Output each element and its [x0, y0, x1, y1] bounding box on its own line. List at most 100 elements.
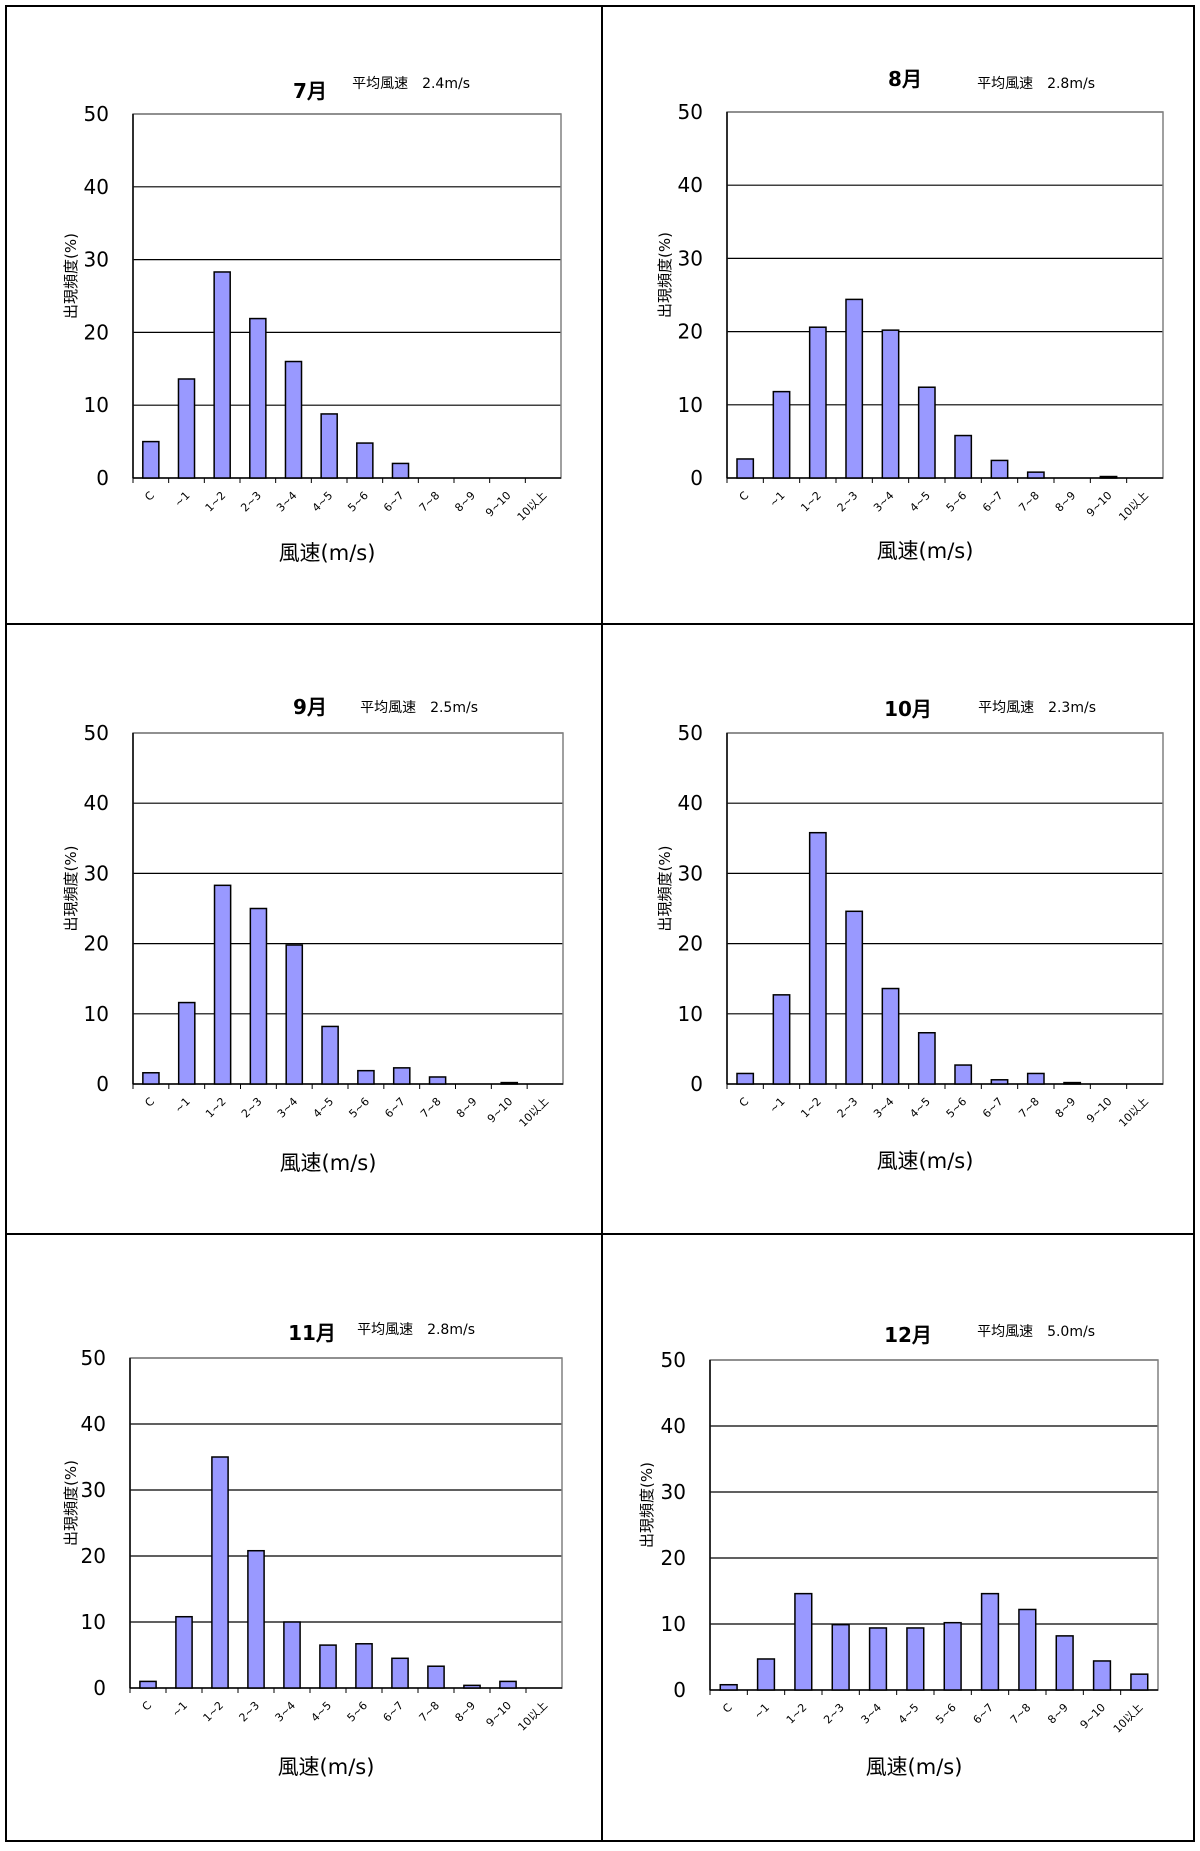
bar [428, 1076, 447, 1085]
chart-4: 10月 平均風速 2.3m/s 0 10 20 30 40 50 C ~1 1~2 2~3 3~4 4~5… [656, 697, 1164, 1173]
x-tick-label: 7~8 [1016, 489, 1042, 515]
chart-1: 7月 平均風速 2.4m/s 0 10 20 30 40 50 C ~1 1~2 2~3 3~4 4~5 5… [62, 76, 562, 565]
x-tick-label: 6~7 [381, 489, 407, 515]
bar [500, 1081, 519, 1085]
y-tick-label: 40 [678, 173, 703, 197]
bar [917, 1032, 936, 1085]
y-tick-label: 30 [678, 246, 703, 270]
x-tick-label: 10以上 [517, 1095, 552, 1130]
x-tick-label: 8~9 [1053, 1095, 1079, 1121]
chart-title: 8月 [888, 67, 922, 91]
x-tick-label: 7~8 [418, 1095, 444, 1121]
chart-subtitle: 平均風速 2.8m/s [977, 76, 1095, 92]
y-tick-label: 40 [81, 1412, 106, 1436]
x-tick-label: 7~8 [1008, 1701, 1034, 1727]
x-tick-label: C [142, 1095, 157, 1110]
bar [794, 1592, 813, 1691]
bar [499, 1680, 517, 1689]
y-tick-label: 0 [673, 1678, 686, 1702]
y-tick-label: 0 [690, 1072, 703, 1096]
x-axis-label: 風速(m/s) [877, 1149, 974, 1173]
bar [980, 1592, 1000, 1691]
bar [756, 1658, 776, 1691]
y-axis-label: 出現頻度(%) [656, 232, 674, 318]
x-tick-label: 10以上 [1111, 1701, 1146, 1736]
x-tick-label: 6~7 [381, 1699, 407, 1725]
bar [808, 831, 827, 1085]
bar [736, 1072, 755, 1085]
x-tick-label: 2~3 [835, 489, 861, 515]
bar [954, 434, 973, 479]
x-tick-label: 1~2 [201, 1699, 227, 1725]
bar [139, 1680, 157, 1689]
y-tick-label: 40 [661, 1414, 686, 1438]
plot-area [709, 1359, 1159, 1691]
y-tick-label: 30 [84, 861, 109, 885]
y-tick-label: 0 [93, 1676, 106, 1700]
x-tick-label: 9~10 [1078, 1701, 1109, 1732]
x-tick-label: 10以上 [1116, 1095, 1151, 1130]
x-tick-label: 7~8 [417, 489, 443, 515]
x-tick-label: 8~9 [452, 489, 478, 515]
y-tick-label: 0 [96, 1072, 109, 1096]
x-tick-label: 4~5 [907, 1095, 933, 1121]
x-tick-label: C [737, 1095, 752, 1110]
y-tick-label: 10 [84, 1002, 109, 1026]
x-tick-label: 4~5 [310, 489, 336, 515]
x-tick-label: ~1 [172, 489, 193, 510]
y-tick-label: 40 [84, 791, 109, 815]
y-tick-label: 50 [84, 102, 109, 126]
x-tick-label: 5~6 [345, 489, 371, 515]
x-tick-label: 2~3 [835, 1095, 861, 1121]
y-tick-label: 30 [678, 861, 703, 885]
x-tick-label: 3~4 [859, 1701, 885, 1727]
x-tick-label: 1~2 [798, 1095, 824, 1121]
x-tick-label: 6~7 [382, 1095, 408, 1121]
y-axis-label: 出現頻度(%) [62, 846, 80, 932]
x-tick-label: ~1 [172, 1095, 193, 1116]
bar [142, 1072, 160, 1085]
y-tick-label: 20 [84, 932, 109, 956]
y-tick-label: 10 [81, 1610, 106, 1634]
chart-subtitle: 平均風速 2.8m/s [357, 1322, 475, 1338]
bar [285, 944, 304, 1085]
bar [845, 910, 864, 1085]
x-tick-label: 5~6 [933, 1701, 959, 1727]
x-tick-label: 1~2 [784, 1701, 810, 1727]
chart-title: 12月 [884, 1323, 932, 1347]
bar [355, 1643, 373, 1689]
x-axis-label: 風速(m/s) [278, 1755, 375, 1779]
x-tick-label: ~1 [767, 489, 788, 510]
bar [906, 1627, 925, 1691]
bar [284, 360, 303, 479]
bar [247, 1549, 265, 1689]
bar [881, 329, 900, 479]
x-tick-label: 5~6 [346, 1095, 372, 1121]
plot-area [726, 732, 1164, 1085]
bar [1055, 1635, 1074, 1691]
x-tick-label: 9~10 [484, 1699, 515, 1730]
bar [719, 1683, 738, 1691]
x-tick-label: 8~9 [453, 1699, 479, 1725]
x-tick-label: 3~4 [871, 489, 897, 515]
x-tick-label: 4~5 [311, 1095, 337, 1121]
x-tick-label: C [720, 1701, 735, 1716]
bar [211, 1456, 229, 1689]
x-tick-label: 7~8 [417, 1699, 443, 1725]
x-tick-label: 5~6 [944, 489, 970, 515]
x-tick-label: 9~10 [1084, 489, 1115, 520]
x-axis-label: 風速(m/s) [280, 1151, 377, 1175]
bar [1099, 475, 1118, 479]
x-tick-label: 2~3 [238, 489, 264, 515]
x-axis-label: 風速(m/s) [279, 541, 376, 565]
bar [772, 994, 791, 1085]
bar [175, 1615, 193, 1689]
chart-2: 8月 平均風速 2.8m/s 0 10 20 30 40 50 C ~1 1~2 2~3 3~4 4~5 5… [656, 67, 1164, 563]
bar [1026, 471, 1045, 479]
bar [808, 326, 827, 479]
x-tick-label: C [737, 489, 752, 504]
y-axis-label: 出現頻度(%) [656, 846, 674, 932]
x-tick-label: 5~6 [944, 1095, 970, 1121]
bar [356, 442, 374, 479]
